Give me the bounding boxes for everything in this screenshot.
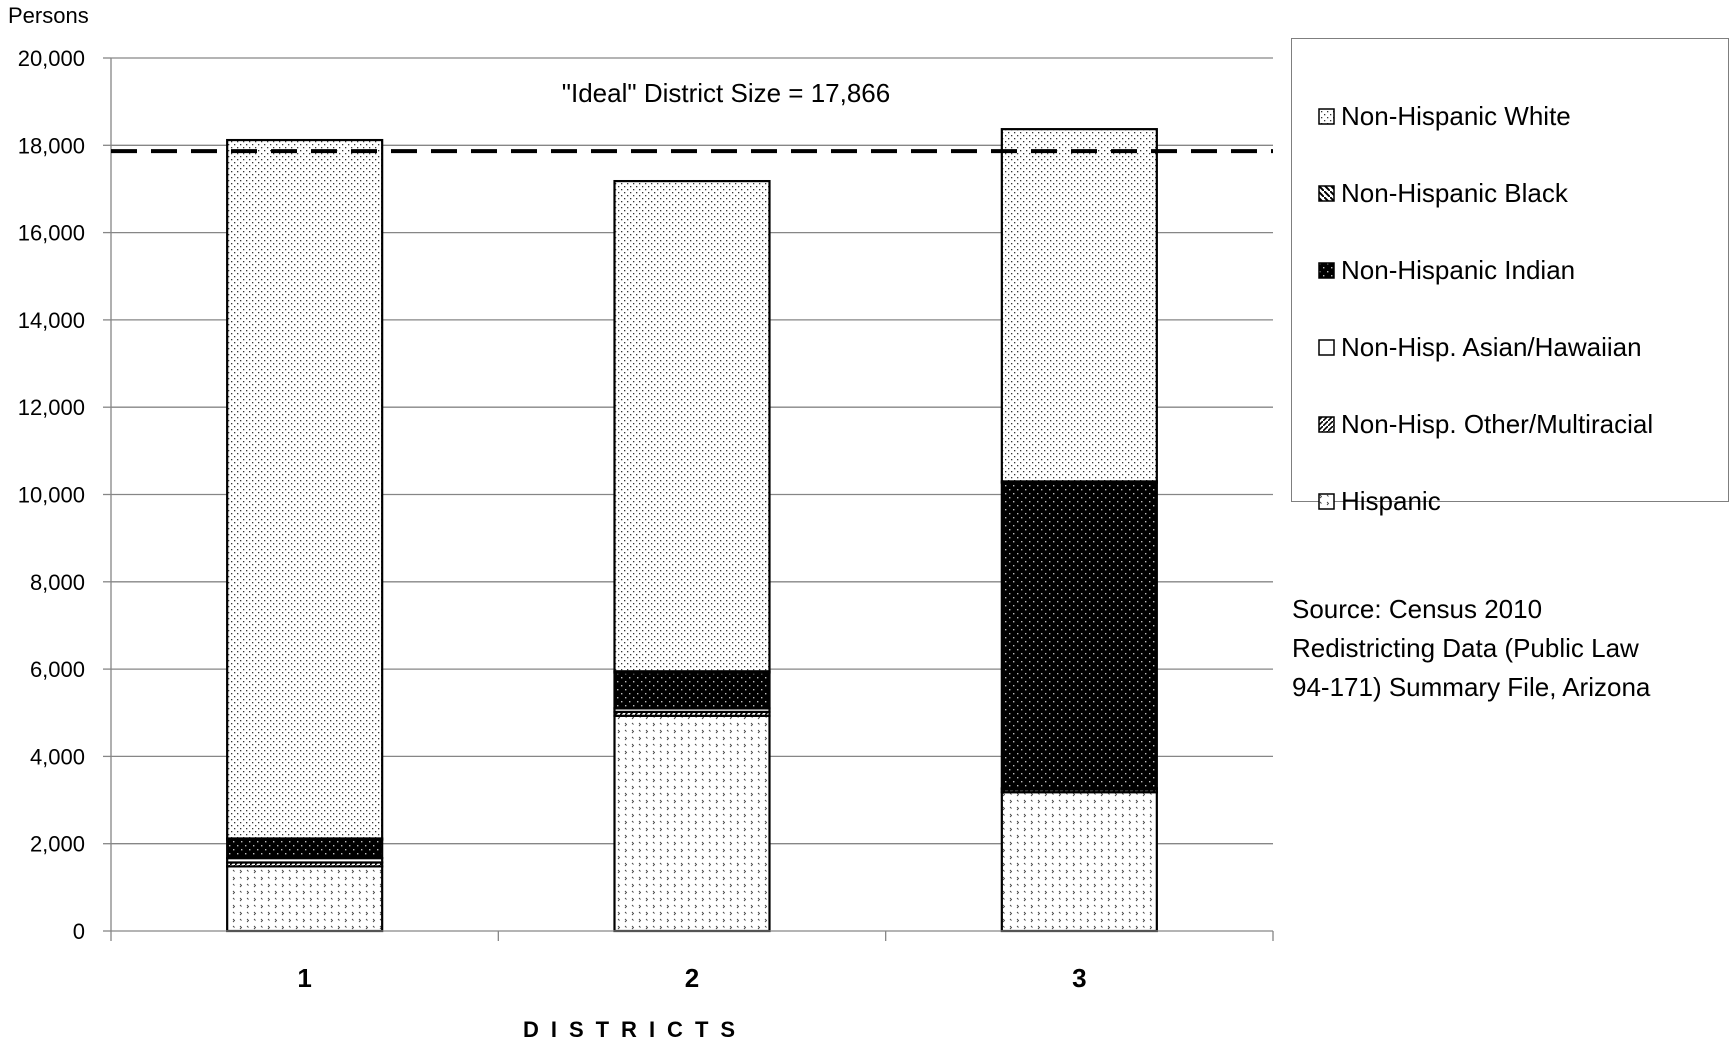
legend-item-non-hispanic-black: Non-Hispanic Black bbox=[1318, 175, 1568, 211]
legend-label: Non-Hispanic Indian bbox=[1341, 254, 1576, 285]
legend-label: Non-Hisp. Other/Multiracial bbox=[1341, 408, 1654, 439]
y-axis-title: Persons bbox=[8, 3, 89, 28]
legend-item-non-hispanic-indian: Non-Hispanic Indian bbox=[1318, 252, 1575, 288]
black-pattern-swatch-icon bbox=[1318, 184, 1335, 202]
source-note: Source: Census 2010 Redistricting Data (… bbox=[1292, 590, 1722, 707]
legend-item-hispanic: Hispanic bbox=[1318, 483, 1441, 519]
y-tick-label: 14,000 bbox=[18, 308, 85, 333]
ideal-district-size-label: "Ideal" District Size = 17,866 bbox=[562, 78, 890, 108]
bar-segment-district-3-hispanic bbox=[1000, 791, 1158, 933]
x-category-label: 1 bbox=[297, 963, 311, 993]
legend-label: Non-Hisp. Asian/Hawaiian bbox=[1341, 331, 1642, 362]
y-tick-label: 8,000 bbox=[30, 570, 85, 595]
bar-segment-district-2-hispanic bbox=[613, 714, 771, 933]
other-pattern-swatch-icon bbox=[1318, 415, 1335, 433]
axis-labels: 0 2,000 4,000 6,000 8,000 10,000 12,000 14,000 1… bbox=[18, 46, 1087, 993]
hispanic-pattern-swatch-icon bbox=[1318, 492, 1335, 510]
source-line: 94-171) Summary File, Arizona bbox=[1292, 672, 1651, 702]
bar-segment-district-1-hispanic bbox=[226, 865, 384, 933]
legend-label: Non-Hispanic Black bbox=[1341, 177, 1568, 208]
indian-pattern-swatch-icon bbox=[1318, 261, 1335, 279]
x-axis-title: DISTRICTS bbox=[523, 1017, 747, 1041]
x-category-label: 2 bbox=[685, 963, 699, 993]
legend-item-non-hispanic-white: Non-Hispanic White bbox=[1318, 98, 1571, 134]
y-tick-label: 10,000 bbox=[18, 483, 85, 508]
legend-label: Hispanic bbox=[1341, 485, 1441, 516]
y-tick-label: 18,000 bbox=[18, 133, 85, 158]
y-tick-label: 0 bbox=[73, 919, 85, 944]
y-tick-label: 2,000 bbox=[30, 832, 85, 857]
asian-pattern-swatch-icon bbox=[1318, 338, 1335, 356]
bar-segment-district-3-non-hispanic-white bbox=[1000, 128, 1158, 483]
stacked-bar-chart: 0 2,000 4,000 6,000 8,000 10,000 12,000 14,000 1… bbox=[8, 3, 1274, 1041]
legend-item-non-hisp-other-multiracial: Non-Hisp. Other/Multiracial bbox=[1318, 406, 1653, 442]
bar-segment-district-3-non-hispanic-indian bbox=[1000, 481, 1158, 790]
y-tick-label: 20,000 bbox=[18, 46, 85, 71]
x-category-label: 3 bbox=[1072, 963, 1086, 993]
bar-segment-district-2-non-hispanic-indian bbox=[613, 671, 771, 710]
axes bbox=[103, 57, 1274, 941]
y-tick-label: 16,000 bbox=[18, 221, 85, 246]
y-tick-label: 6,000 bbox=[30, 657, 85, 682]
legend: Non-Hispanic White Non-Hispanic Black No… bbox=[1291, 38, 1729, 516]
legend-item-non-hisp-asian-hawaiian: Non-Hisp. Asian/Hawaiian bbox=[1318, 329, 1642, 365]
y-tick-label: 12,000 bbox=[18, 395, 85, 420]
source-line: Source: Census 2010 bbox=[1292, 594, 1543, 624]
bar-segment-district-1-non-hispanic-white bbox=[226, 138, 384, 840]
white-pattern-swatch-icon bbox=[1318, 107, 1335, 125]
source-line: Redistricting Data (Public Law bbox=[1292, 633, 1639, 663]
legend-label: Non-Hispanic White bbox=[1341, 100, 1571, 131]
bar-segment-district-2-non-hispanic-white bbox=[613, 179, 771, 673]
bars bbox=[226, 128, 1158, 933]
bar-segment-district-1-non-hispanic-indian bbox=[226, 838, 384, 860]
y-tick-label: 4,000 bbox=[30, 744, 85, 769]
